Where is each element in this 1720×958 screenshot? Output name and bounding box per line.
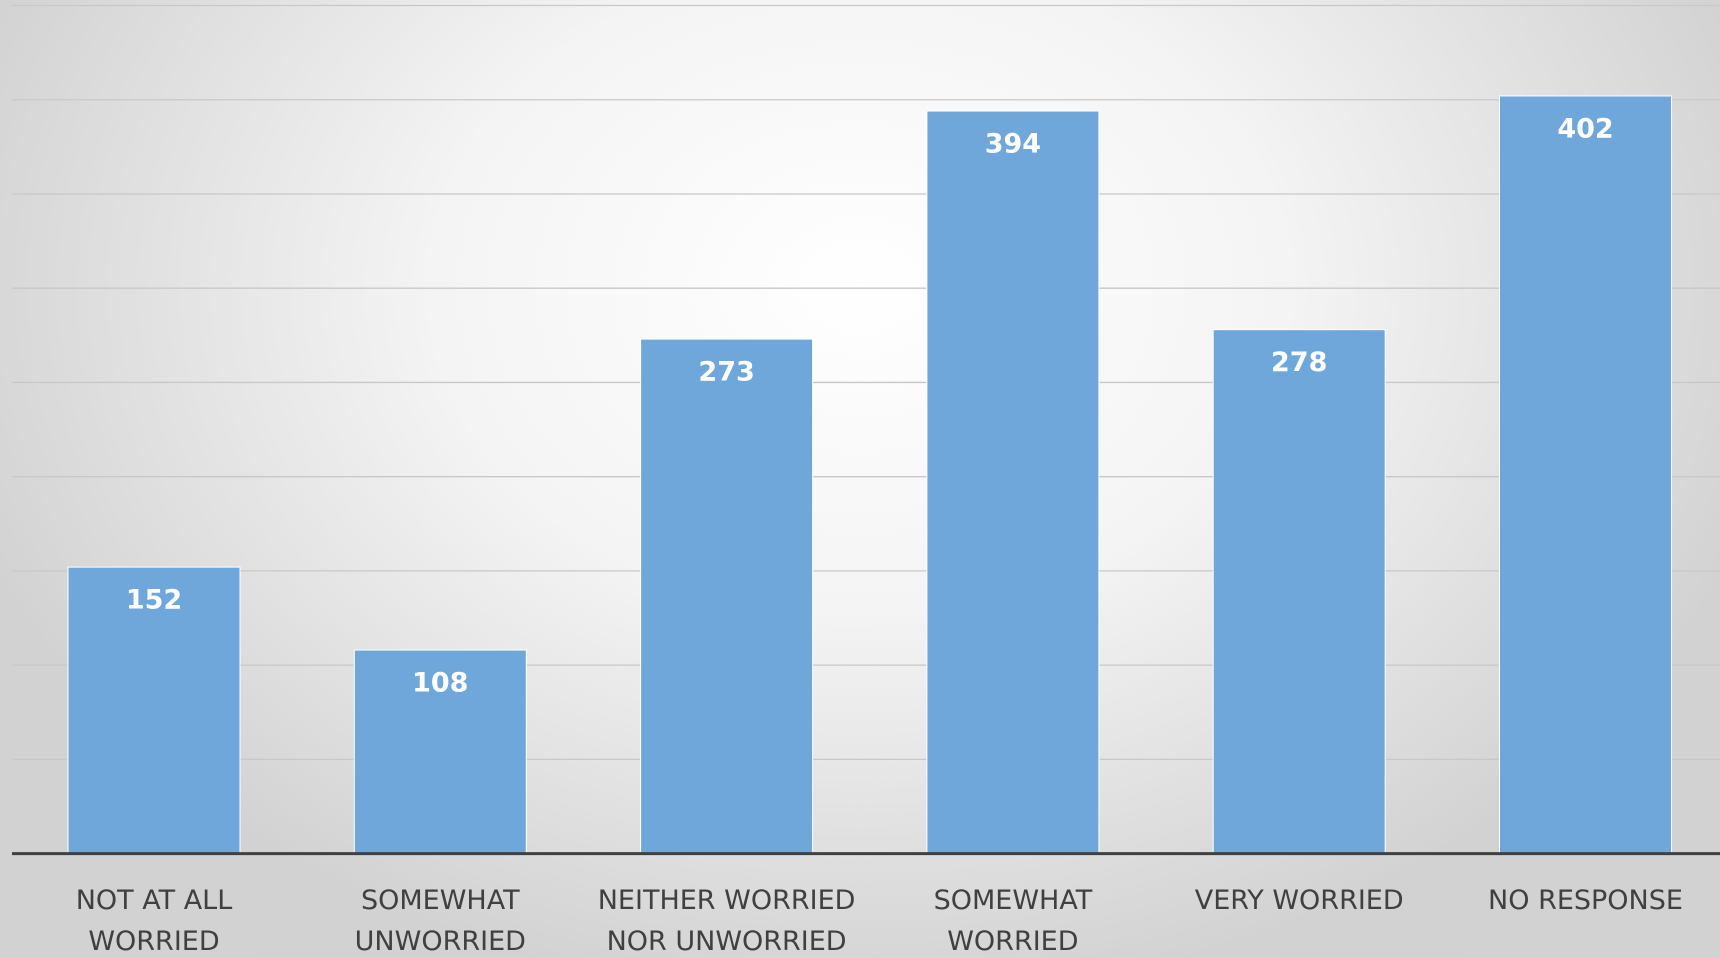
value-label: 394 [985, 129, 1041, 160]
bar [926, 110, 1100, 855]
value-label: 273 [698, 357, 754, 388]
x-tick-label: NO RESPONSE [1488, 884, 1683, 916]
bar [353, 649, 527, 855]
value-label: 278 [1271, 347, 1327, 378]
x-tick-label: SOMEWHAT UNWORRIED [354, 884, 526, 957]
x-tick-label: NOT AT ALL WORRIED [75, 884, 233, 957]
bar [1212, 329, 1386, 855]
value-label: 152 [126, 585, 182, 616]
x-tick-label: VERY WORRIED [1194, 884, 1404, 916]
value-label: 402 [1557, 113, 1613, 144]
bar [1499, 95, 1672, 855]
bar [640, 338, 814, 855]
x-tick-label: SOMEWHAT WORRIED [933, 884, 1093, 957]
bar [67, 566, 241, 855]
value-label: 108 [412, 668, 468, 699]
x-tick-label: NEITHER WORRIED NOR UNWORRIED [597, 884, 856, 957]
